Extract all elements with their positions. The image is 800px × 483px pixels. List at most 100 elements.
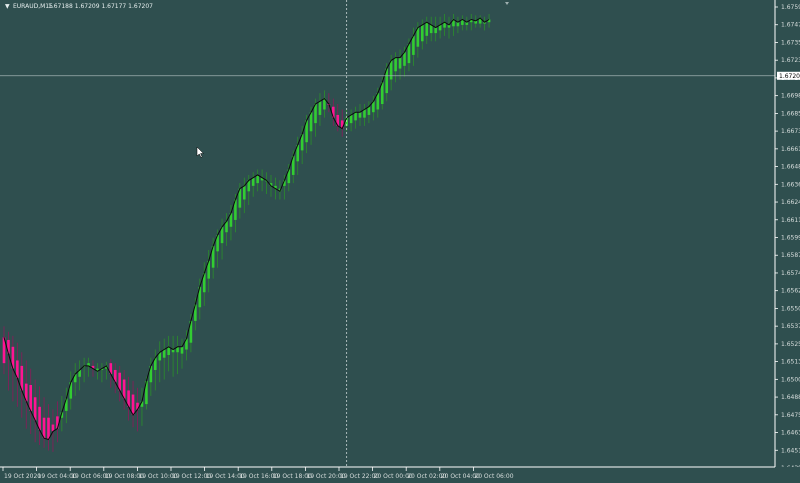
bear-candle: [113, 369, 117, 383]
price-label: 1.66612: [781, 146, 800, 153]
time-label: 20 Oct 04:00: [441, 473, 480, 480]
price-axis-panel: [775, 0, 800, 483]
mouse-cursor-icon: [196, 146, 205, 158]
bull-candle: [256, 174, 259, 184]
time-axis-panel: [0, 467, 800, 483]
bull-candle: [234, 199, 237, 220]
bull-candle: [69, 382, 73, 399]
price-label: 1.67232: [781, 57, 800, 64]
price-label: 1.65252: [781, 341, 800, 348]
bull-candle: [478, 18, 482, 24]
bear-candle: [340, 120, 344, 129]
bull-candle: [367, 106, 371, 115]
bull-candle: [140, 401, 144, 407]
bull-candle: [220, 226, 224, 244]
price-label: 1.66487: [781, 164, 800, 171]
time-label: 19 Oct 2020: [4, 473, 41, 480]
bull-candle: [269, 183, 273, 186]
bull-candle: [185, 338, 188, 350]
price-label: 1.65377: [781, 323, 800, 330]
bull-candle: [380, 82, 384, 105]
bull-candle: [403, 52, 406, 66]
bear-candle: [38, 406, 41, 430]
bull-candle: [78, 369, 81, 377]
bull-candle: [287, 169, 291, 184]
price-label: 1.67477: [781, 22, 800, 29]
time-label: 19 Oct 18:00: [273, 473, 312, 480]
price-label: 1.64637: [781, 430, 800, 437]
bull-candle: [145, 380, 148, 405]
bull-candle: [416, 27, 420, 47]
price-label: 1.64512: [781, 447, 800, 454]
bull-candle: [318, 101, 322, 115]
bull-candle: [443, 22, 446, 28]
bull-candle: [149, 365, 153, 383]
bull-candle: [425, 22, 429, 36]
header-dropdown-icon[interactable]: ▼: [5, 3, 10, 10]
bear-candle: [91, 365, 95, 369]
time-label: 19 Oct 12:00: [172, 473, 211, 480]
bear-candle: [136, 402, 139, 410]
bull-candle: [158, 352, 162, 361]
bear-candle: [2, 337, 6, 364]
bear-candle: [42, 417, 46, 439]
bear-candle: [11, 346, 15, 369]
bull-candle: [434, 27, 437, 34]
bull-candle: [429, 24, 433, 34]
bull-candle: [194, 304, 197, 321]
bull-candle: [243, 185, 246, 200]
bull-candle: [394, 57, 397, 72]
bull-candle: [171, 349, 175, 353]
bull-candle: [154, 357, 157, 370]
price-label: 1.66982: [781, 93, 800, 100]
bear-candle: [118, 372, 121, 391]
bull-candle: [407, 44, 411, 64]
bull-candle: [96, 368, 99, 372]
bear-candle: [56, 416, 59, 429]
bull-candle: [314, 104, 317, 124]
bull-candle: [465, 22, 469, 25]
price-label: 1.65007: [781, 376, 800, 383]
bull-candle: [247, 180, 251, 192]
bear-candle: [24, 383, 28, 402]
bull-candle: [309, 112, 313, 132]
bear-candle: [336, 114, 340, 126]
close-line: [3, 17, 490, 441]
price-axis: 1.675971.674771.673521.672321.671071.669…: [775, 4, 800, 472]
current-price-badge: [777, 71, 800, 80]
bear-candle: [122, 379, 126, 399]
price-label: 1.65622: [781, 288, 800, 295]
bull-candle: [238, 188, 242, 208]
bear-candle: [29, 384, 32, 411]
bull-candle: [354, 112, 357, 121]
time-label: 20 Oct 02:00: [407, 473, 446, 480]
bull-candle: [260, 177, 264, 181]
bull-candle: [398, 57, 402, 69]
price-label: 1.65872: [781, 252, 800, 259]
bull-candle: [291, 155, 295, 175]
time-label: 20 Oct 00:00: [374, 473, 413, 480]
shift-marker-icon[interactable]: [505, 2, 509, 5]
price-label: 1.67352: [781, 39, 800, 46]
bull-candle: [216, 234, 219, 252]
price-label: 1.66367: [781, 181, 800, 188]
time-label: 19 Oct 08:00: [105, 473, 144, 480]
time-label: 19 Oct 16:00: [239, 473, 278, 480]
bull-candle: [474, 20, 477, 24]
price-label: 1.65502: [781, 305, 800, 312]
bull-candle: [202, 273, 206, 293]
bear-candle: [47, 417, 50, 440]
bull-candle: [100, 368, 104, 370]
bull-candle: [189, 320, 193, 343]
bull-candle: [65, 398, 68, 411]
bull-candle: [305, 120, 308, 143]
bull-candle: [251, 177, 255, 186]
bear-candle: [20, 365, 24, 391]
time-label: 19 Oct 14:00: [206, 473, 245, 480]
bull-candle: [225, 221, 228, 233]
bull-candle: [452, 19, 455, 27]
price-label: 1.65992: [781, 235, 800, 242]
bull-candle: [456, 22, 460, 27]
